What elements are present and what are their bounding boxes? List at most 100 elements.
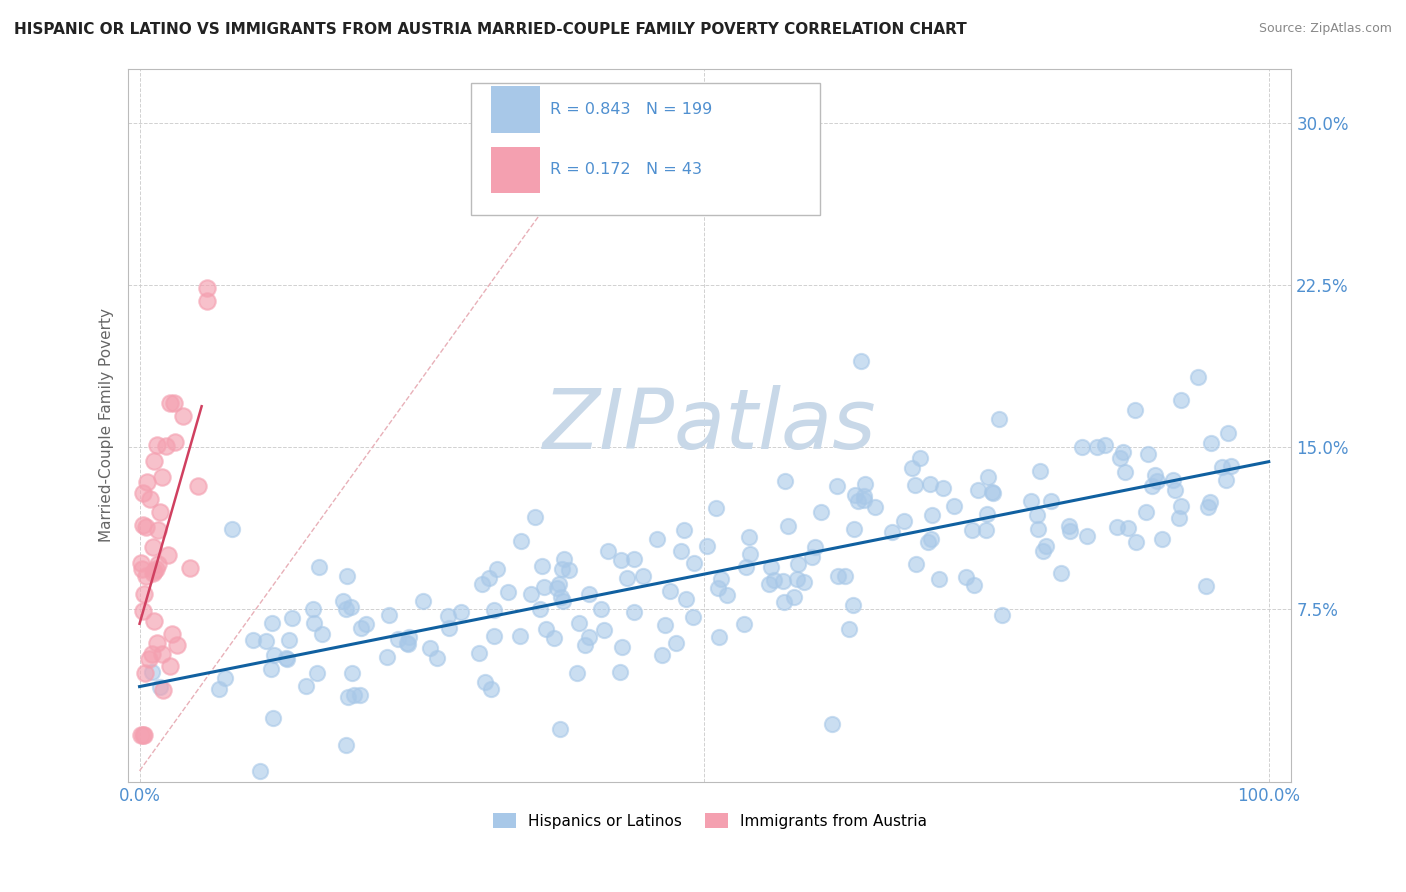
Point: [262, 615, 284, 630]
Point: [778, 519, 800, 533]
Point: [827, 568, 849, 582]
Point: [801, 549, 824, 564]
Point: [920, 477, 942, 491]
Point: [707, 581, 730, 595]
Point: [263, 648, 285, 663]
Point: [354, 616, 377, 631]
Point: [1094, 438, 1116, 452]
Point: [772, 574, 794, 588]
Point: [1123, 403, 1146, 417]
Point: [336, 690, 359, 705]
Point: [682, 610, 704, 624]
Point: [141, 665, 163, 679]
Point: [917, 535, 939, 549]
Point: [1164, 483, 1187, 497]
Point: [340, 665, 363, 680]
Point: [132, 587, 155, 601]
Point: [1125, 535, 1147, 549]
Point: [1076, 529, 1098, 543]
Point: [419, 640, 441, 655]
Point: [335, 602, 357, 616]
Point: [138, 651, 160, 665]
Point: [738, 530, 761, 544]
Point: [343, 689, 366, 703]
Point: [609, 665, 631, 679]
Point: [578, 630, 600, 644]
Point: [589, 601, 612, 615]
Point: [131, 562, 153, 576]
Point: [482, 629, 505, 643]
Point: [142, 540, 165, 554]
Point: [242, 633, 264, 648]
Point: [548, 723, 571, 737]
Point: [150, 647, 173, 661]
Point: [623, 551, 645, 566]
Point: [152, 683, 174, 698]
FancyBboxPatch shape: [491, 87, 540, 133]
FancyBboxPatch shape: [491, 147, 540, 194]
Point: [301, 602, 323, 616]
Point: [350, 621, 373, 635]
Point: [1219, 458, 1241, 473]
Point: [905, 557, 928, 571]
Point: [143, 454, 166, 468]
Text: Source: ZipAtlas.com: Source: ZipAtlas.com: [1258, 22, 1392, 36]
Text: ZIPatlas: ZIPatlas: [543, 384, 876, 466]
Point: [195, 293, 218, 308]
Point: [735, 560, 758, 574]
Point: [1116, 521, 1139, 535]
Point: [928, 572, 950, 586]
Point: [672, 523, 695, 537]
Point: [280, 611, 302, 625]
Point: [1032, 544, 1054, 558]
Point: [145, 562, 167, 576]
Point: [710, 572, 733, 586]
Point: [651, 648, 673, 662]
Point: [378, 608, 401, 623]
Point: [548, 576, 571, 591]
Point: [842, 522, 865, 536]
Point: [696, 539, 718, 553]
Point: [709, 630, 731, 644]
Point: [146, 438, 169, 452]
Point: [138, 492, 160, 507]
Point: [665, 635, 688, 649]
Point: [1085, 440, 1108, 454]
Point: [1216, 425, 1239, 440]
Point: [1109, 451, 1132, 466]
Point: [478, 571, 501, 585]
Point: [834, 569, 856, 583]
Point: [981, 486, 1004, 500]
Point: [437, 621, 460, 635]
Point: [436, 609, 458, 624]
Point: [943, 499, 966, 513]
Point: [146, 523, 169, 537]
Point: [529, 601, 551, 615]
Point: [976, 469, 998, 483]
Point: [1199, 436, 1222, 450]
Point: [149, 680, 172, 694]
Point: [842, 599, 865, 613]
Point: [1197, 500, 1219, 514]
Point: [675, 592, 697, 607]
Point: [134, 665, 156, 680]
Point: [1170, 500, 1192, 514]
Point: [142, 566, 165, 580]
Point: [863, 500, 886, 514]
Point: [1146, 474, 1168, 488]
Point: [758, 577, 780, 591]
Point: [553, 552, 575, 566]
Point: [531, 558, 554, 573]
Point: [988, 412, 1011, 426]
Point: [450, 605, 472, 619]
Point: [166, 638, 188, 652]
Point: [141, 647, 163, 661]
Point: [773, 594, 796, 608]
Point: [132, 728, 155, 742]
Point: [716, 588, 738, 602]
Point: [553, 594, 575, 608]
Y-axis label: Married-Couple Family Poverty: Married-Couple Family Poverty: [100, 308, 114, 542]
Point: [844, 487, 866, 501]
Point: [1026, 523, 1049, 537]
Point: [1040, 494, 1063, 508]
